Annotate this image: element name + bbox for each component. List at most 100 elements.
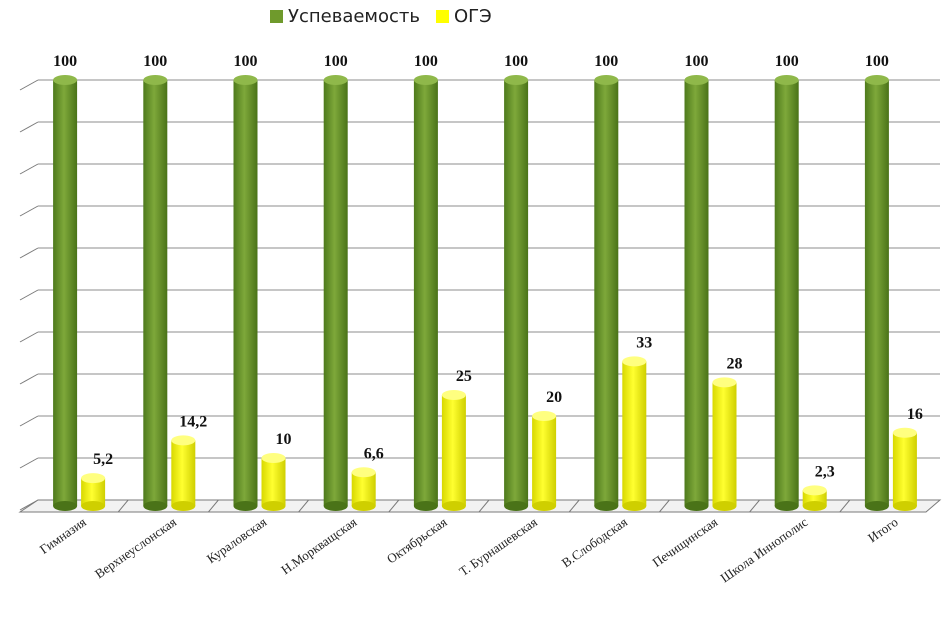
bar-base bbox=[441, 501, 466, 511]
category-label: Н.Моркващская bbox=[278, 514, 359, 577]
bar-base bbox=[532, 501, 557, 511]
category-label: Октябрьская bbox=[384, 514, 450, 566]
category-label: В.Слободская bbox=[559, 514, 630, 570]
bar-uspevaemost bbox=[504, 80, 529, 506]
category-label: Гимназия bbox=[37, 514, 89, 557]
bar-cap bbox=[413, 75, 438, 85]
bar-oge bbox=[532, 416, 557, 506]
data-label-oge: 14,2 bbox=[179, 413, 207, 430]
data-label-oge: 33 bbox=[636, 334, 652, 351]
data-label-oge: 5,2 bbox=[93, 451, 113, 468]
bar-cap bbox=[143, 75, 168, 85]
floor-divider bbox=[388, 499, 400, 513]
grid-tick bbox=[19, 415, 39, 427]
grid-tick bbox=[19, 121, 39, 133]
floor-divider bbox=[478, 499, 490, 513]
bar-cap bbox=[351, 467, 376, 478]
category-label: Т. Бурнашевская bbox=[456, 514, 540, 579]
bar-cap bbox=[504, 75, 529, 85]
grid-tick bbox=[19, 79, 39, 91]
bar-cap bbox=[684, 75, 709, 85]
data-label-oge: 6,6 bbox=[364, 445, 384, 462]
data-label-uspevaemost: 100 bbox=[324, 53, 348, 70]
bar-base bbox=[413, 501, 438, 511]
grid-tick bbox=[19, 163, 39, 175]
bar-cap bbox=[712, 377, 737, 388]
data-label-uspevaemost: 100 bbox=[234, 53, 258, 70]
bar-cap bbox=[441, 390, 466, 400]
grid-tick bbox=[19, 247, 39, 259]
bar-uspevaemost bbox=[684, 80, 709, 506]
bar-uspevaemost bbox=[53, 80, 78, 506]
bar-cap bbox=[892, 427, 917, 438]
data-label-oge: 2,3 bbox=[815, 463, 835, 480]
bar-cap bbox=[802, 485, 827, 496]
grid-tick bbox=[19, 457, 39, 469]
data-label-oge: 20 bbox=[546, 389, 562, 406]
floor-divider bbox=[298, 499, 309, 513]
bar-uspevaemost bbox=[864, 80, 889, 506]
bar-uspevaemost bbox=[233, 80, 258, 506]
floor-divider bbox=[659, 499, 670, 513]
legend-swatch-oge bbox=[436, 10, 450, 23]
bar-uspevaemost bbox=[323, 80, 348, 506]
grid-tick bbox=[19, 289, 39, 301]
bar-cap bbox=[53, 75, 78, 85]
legend-item-oge: ОГЭ bbox=[436, 6, 492, 27]
legend: Успеваемость ОГЭ bbox=[270, 6, 508, 27]
legend-item-uspevaemost: Успеваемость bbox=[270, 6, 420, 27]
data-label-oge: 16 bbox=[907, 406, 923, 423]
floor-divider bbox=[117, 499, 129, 513]
bar-base bbox=[351, 501, 376, 511]
data-label-uspevaemost: 100 bbox=[775, 53, 799, 70]
bar-base bbox=[774, 501, 799, 511]
bar-base bbox=[81, 501, 106, 511]
bar-base bbox=[892, 501, 917, 511]
floor-divider bbox=[568, 499, 580, 513]
data-label-oge: 10 bbox=[276, 431, 292, 448]
legend-swatch-uspevaemost bbox=[270, 10, 283, 23]
floor-divider bbox=[208, 499, 219, 513]
data-label-uspevaemost: 100 bbox=[865, 53, 889, 70]
bar-oge bbox=[171, 440, 196, 506]
bar-cap bbox=[81, 473, 106, 484]
bar-cap bbox=[261, 453, 286, 463]
data-label-uspevaemost: 100 bbox=[143, 53, 167, 70]
data-label-uspevaemost: 100 bbox=[504, 53, 528, 70]
floor-divider bbox=[749, 499, 760, 513]
bar-base bbox=[323, 501, 348, 511]
bar-cap bbox=[233, 75, 258, 85]
data-label-uspevaemost: 100 bbox=[685, 53, 709, 70]
bar-base bbox=[504, 501, 529, 511]
floor-divider bbox=[839, 499, 851, 513]
bar-uspevaemost bbox=[413, 80, 438, 506]
bar-cap bbox=[774, 75, 799, 85]
grid-tick bbox=[19, 373, 39, 385]
category-label: Кураловская bbox=[204, 514, 269, 566]
data-label-oge: 28 bbox=[727, 355, 743, 372]
bar-base bbox=[53, 501, 78, 511]
bar-oge bbox=[712, 382, 737, 506]
bar-base bbox=[684, 501, 709, 511]
bar-base bbox=[171, 501, 196, 511]
grid-tick bbox=[19, 205, 39, 217]
legend-label-uspevaemost: Успеваемость bbox=[288, 6, 421, 27]
grid-tick bbox=[19, 331, 39, 343]
bar-base bbox=[261, 501, 286, 511]
data-label-uspevaemost: 100 bbox=[594, 53, 618, 70]
category-label: Итого bbox=[865, 514, 901, 545]
bar-oge bbox=[622, 361, 647, 506]
legend-label-oge: ОГЭ bbox=[454, 6, 492, 27]
category-label: Школа Иннополис bbox=[718, 514, 811, 585]
bar-oge bbox=[351, 472, 376, 506]
bar-oge bbox=[892, 432, 917, 506]
bar-uspevaemost bbox=[774, 80, 799, 506]
bar-base bbox=[864, 501, 889, 511]
bar-cap bbox=[323, 75, 348, 85]
category-label: Верхнеуслонская bbox=[92, 514, 179, 581]
bar-base bbox=[143, 501, 168, 511]
bar-uspevaemost bbox=[143, 80, 168, 506]
bar-base bbox=[594, 501, 619, 511]
bar-base bbox=[802, 501, 827, 511]
